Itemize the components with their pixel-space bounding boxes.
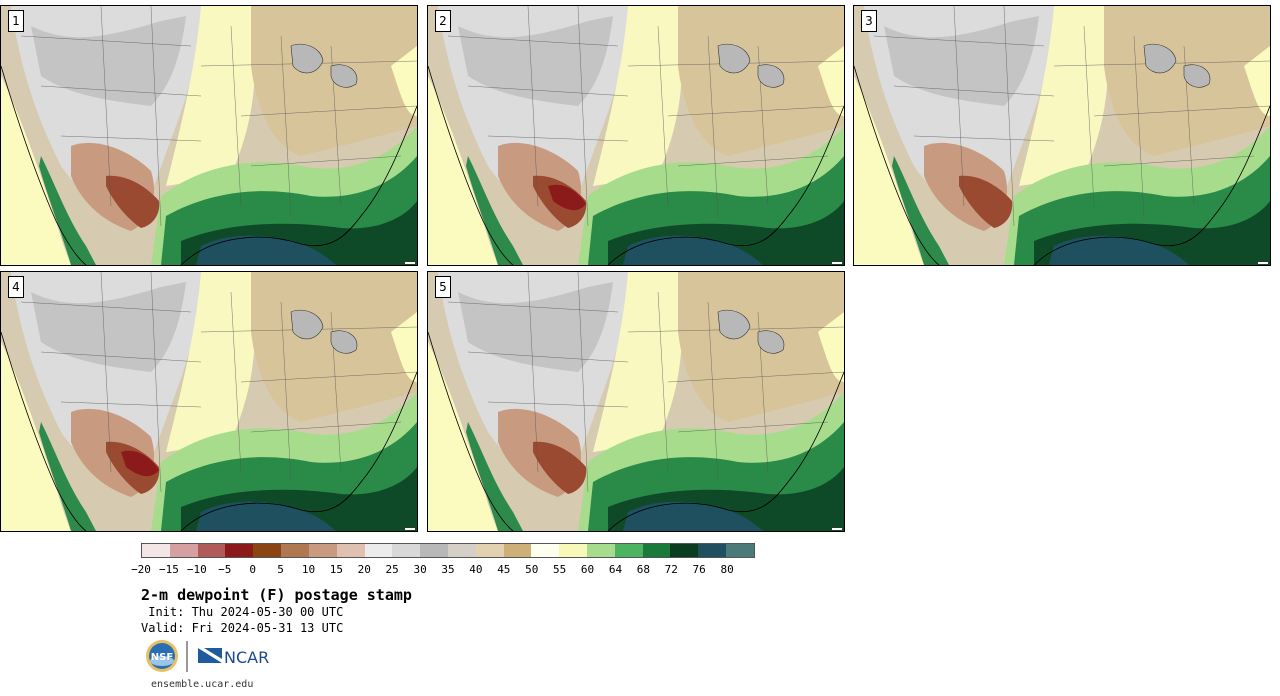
site-url: ensemble.ucar.edu [151,679,254,690]
colorbar-tick-label: 15 [329,563,343,576]
colorbar-tick-label: −10 [186,563,207,576]
colorbar-swatch [698,544,727,557]
colorbar-tick-label: −20 [131,563,151,576]
plot-title: 2-m dewpoint (F) postage stamp [141,586,412,604]
colorbar-tick-label: 45 [497,563,511,576]
panel-number-label: 5 [435,276,451,298]
colorbar-tick-label: 76 [692,563,706,576]
panel-number-label: 4 [8,276,24,298]
panel-member-3: 3 [853,5,1271,266]
panel-member-2: 2 [427,5,845,266]
colorbar-tick-label: 25 [385,563,399,576]
panel-number-label: 2 [435,10,451,32]
colorbar-tick-label: 20 [357,563,371,576]
panel-member-4: 4 [0,271,418,532]
init-time: Init: Thu 2024-05-30 00 UTC [141,605,344,619]
colorbar-tick-label: 40 [469,563,483,576]
colorbar-swatch [670,544,699,557]
colorbar-swatch [392,544,421,557]
colorbar-tick-label: −5 [218,563,232,576]
colorbar-swatch [587,544,615,557]
colorbar-swatch [503,544,532,557]
colorbar-swatch [447,544,476,557]
colorbar-tick-label: 35 [441,563,455,576]
colorbar-tick-label: 10 [301,563,316,576]
colorbar-tick-label: −15 [158,563,179,576]
sponsor-logos: NSF NCAR [146,640,269,672]
colorbar-swatch [531,544,560,557]
panel-number-label: 1 [8,10,24,32]
colorbar-swatch [281,544,309,557]
colorbar-tick-label: 60 [580,563,595,576]
colorbar-tick-label: 0 [249,563,256,576]
dewpoint-colorbar [141,543,755,558]
dewpoint-map [854,6,1270,265]
colorbar-tick-labels: −20 −15 −10 −5 0 5 10 15 20 25 30 35 40 45 50 55 60 64 68 7… [131,563,755,577]
colorbar-tick-label: 68 [636,563,650,576]
colorbar-swatch [253,544,282,557]
scale-marker [832,261,842,264]
scale-marker [1258,261,1268,264]
nsf-logo: NSF [146,640,178,672]
colorbar-tick-label: 80 [720,563,734,576]
dewpoint-map [1,6,417,265]
colorbar-swatch [197,544,226,557]
scale-marker [405,527,415,530]
colorbar-swatch [364,544,393,557]
colorbar-swatch [559,544,587,557]
colorbar-swatch [142,544,170,557]
colorbar-tick-label: 50 [525,563,539,576]
nsf-logo-text: NSF [151,652,173,663]
colorbar-swatch [475,544,504,557]
colorbar-swatch [169,544,198,557]
panel-member-1: 1 [0,5,418,266]
colorbar-swatch [308,544,337,557]
valid-time: Valid: Fri 2024-05-31 13 UTC [141,621,344,635]
dewpoint-map [1,272,417,531]
dewpoint-map [428,6,844,265]
colorbar-swatch [642,544,671,557]
colorbar-tick-label: 64 [608,563,623,576]
scale-marker [405,261,415,264]
colorbar-swatch [726,544,754,557]
ncar-logo: NCAR [198,648,269,667]
colorbar-tick-label: 30 [413,563,427,576]
dewpoint-map [428,272,844,531]
panel-member-5: 5 [427,271,845,532]
colorbar-tick-label: 55 [553,563,567,576]
colorbar-swatch [225,544,254,557]
ncar-logo-text: NCAR [224,648,269,667]
colorbar-swatch [336,544,365,557]
colorbar-tick-label: 5 [277,563,284,576]
colorbar-tick-label: 72 [664,563,678,576]
scale-marker [832,527,842,530]
panel-number-label: 3 [861,10,877,32]
colorbar-swatch [420,544,448,557]
colorbar-swatch [614,544,643,557]
